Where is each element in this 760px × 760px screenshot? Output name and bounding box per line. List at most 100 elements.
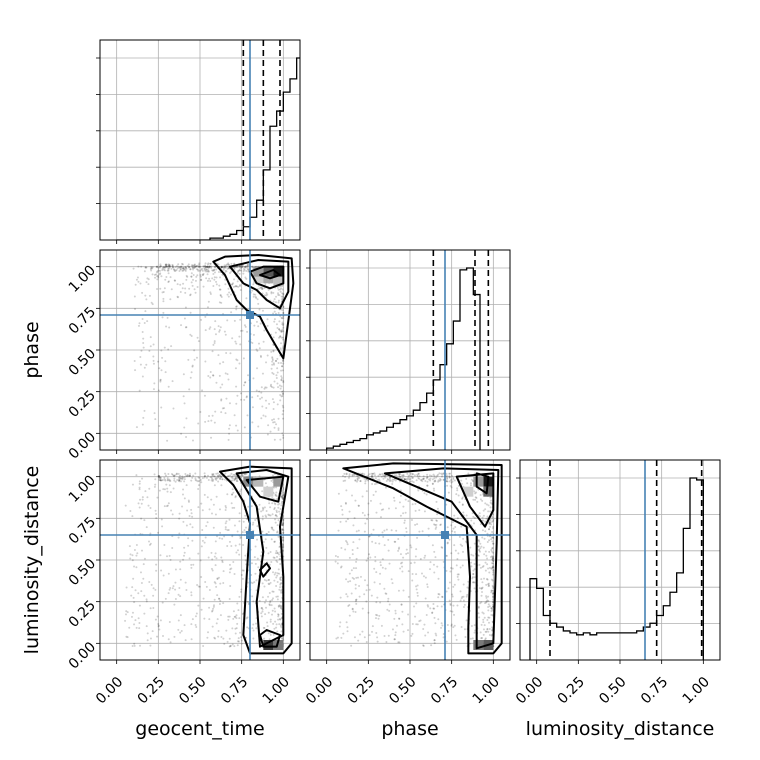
sample-point (135, 278, 138, 281)
sample-point (135, 544, 138, 547)
sample-point (345, 539, 348, 542)
sample-point (228, 291, 231, 294)
sample-point (194, 615, 197, 618)
truth-marker (441, 531, 449, 539)
sample-point (206, 265, 209, 268)
sample-point (433, 550, 436, 553)
sample-point (261, 530, 264, 533)
sample-point (399, 476, 402, 479)
sample-point (206, 496, 209, 499)
sample-point (138, 621, 141, 624)
sample-point (430, 519, 433, 522)
sample-point (237, 637, 240, 640)
sample-point (178, 269, 181, 272)
y-tick-label: 0.75 (66, 514, 99, 547)
sample-point (334, 554, 337, 557)
sample-point (189, 376, 192, 379)
sample-point (422, 477, 425, 480)
sample-point (241, 266, 244, 269)
sample-point (156, 496, 159, 499)
sample-point (391, 480, 394, 483)
sample-point (146, 639, 149, 642)
sample-point (195, 265, 198, 268)
sample-point (394, 609, 397, 612)
sample-point (272, 590, 275, 593)
sample-point (193, 288, 196, 291)
sample-point (233, 414, 236, 417)
sample-point (409, 472, 412, 475)
sample-point (416, 584, 419, 587)
2d-panel-geocent_time-luminosity_distance: 0.00 0.25 0.50 0.75 1.000.000.250.500.751.00 (66, 459, 301, 707)
sample-point (217, 271, 220, 274)
sample-point (153, 273, 156, 276)
sample-point (238, 272, 241, 275)
sample-point (492, 589, 495, 592)
sample-point (379, 564, 382, 567)
sample-point (176, 267, 179, 270)
sample-point (270, 350, 273, 353)
sample-point (167, 280, 170, 283)
sample-point (224, 412, 227, 415)
sample-point (133, 548, 136, 551)
sample-point (190, 479, 193, 482)
sample-point (162, 488, 165, 491)
x-tick-label: 0.50 (596, 674, 629, 707)
sample-point (440, 472, 443, 475)
sample-point (204, 329, 207, 332)
sample-point (223, 267, 226, 270)
sample-point (282, 392, 285, 395)
sample-point (215, 268, 218, 271)
sample-point (167, 385, 170, 388)
sample-point (231, 488, 234, 491)
sample-point (428, 568, 431, 571)
sample-point (455, 564, 458, 567)
sample-point (173, 635, 176, 638)
sample-point (184, 581, 187, 584)
sample-point (450, 623, 453, 626)
sample-point (239, 289, 242, 292)
sample-point (157, 276, 160, 279)
sample-point (262, 540, 265, 543)
sample-point (160, 349, 163, 352)
sample-point (260, 356, 263, 359)
sample-point (357, 529, 360, 532)
sample-point (482, 519, 485, 522)
sample-point (227, 618, 230, 621)
sample-point (150, 265, 153, 268)
sample-point (277, 301, 280, 304)
sample-point (231, 627, 234, 630)
sample-point (189, 333, 192, 336)
sample-point (487, 585, 490, 588)
sample-point (280, 375, 283, 378)
hist-panel-phase (306, 249, 511, 454)
sample-point (344, 501, 347, 504)
sample-point (251, 627, 254, 630)
sample-point (142, 577, 145, 580)
sample-point (264, 283, 267, 286)
sample-point (236, 549, 239, 552)
sample-point (153, 412, 156, 415)
sample-point (145, 526, 148, 529)
sample-point (485, 595, 488, 598)
sample-point (280, 369, 283, 372)
sample-point (261, 405, 264, 408)
sample-point (276, 581, 279, 584)
sample-point (252, 637, 255, 640)
sample-point (211, 473, 214, 476)
sample-point (238, 520, 241, 523)
sample-point (344, 475, 347, 478)
sample-point (485, 601, 488, 604)
sample-point (228, 518, 231, 521)
sample-point (220, 266, 223, 269)
sample-point (153, 382, 156, 385)
sample-point (269, 618, 272, 621)
sample-point (222, 570, 225, 573)
sample-point (125, 635, 128, 638)
sample-point (158, 269, 161, 272)
sample-point (209, 376, 212, 379)
sample-point (432, 607, 435, 610)
sample-point (193, 266, 196, 269)
sample-point (282, 326, 285, 329)
sample-point (204, 315, 207, 318)
sample-point (192, 268, 195, 271)
